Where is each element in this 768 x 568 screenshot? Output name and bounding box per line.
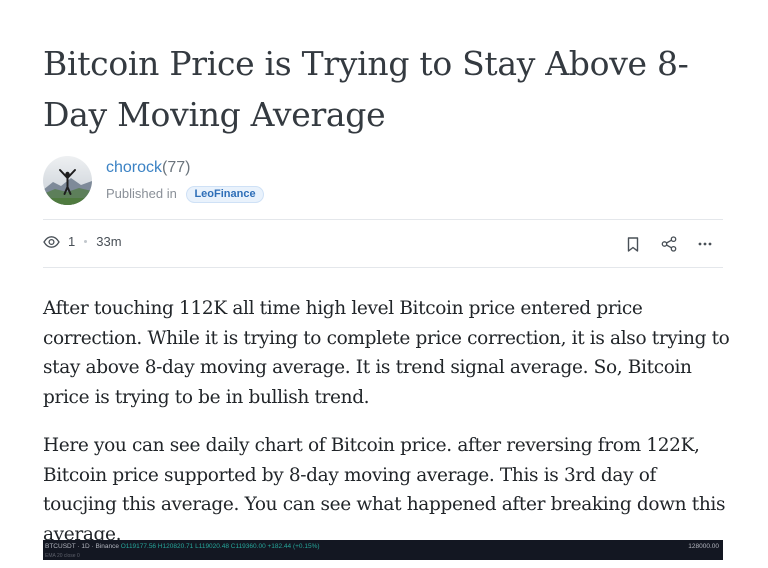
published-in: Published in LeoFinance [106, 186, 264, 203]
avatar[interactable] [43, 156, 92, 205]
chart-image[interactable]: BTCUSDT · 1D · Binance O119177.56 H12082… [43, 540, 723, 560]
post-actions [607, 234, 715, 254]
share-icon[interactable] [659, 234, 679, 254]
avatar-image [43, 156, 92, 205]
author-name[interactable]: chorock [106, 159, 163, 176]
chart-indicator-label: EMA 20 close 0 [45, 553, 80, 559]
post-meta-bar: 1 33m [43, 219, 723, 268]
community-badge[interactable]: LeoFinance [186, 186, 264, 203]
post-title: Bitcoin Price is Trying to Stay Above 8-… [43, 44, 689, 134]
published-label: Published in [106, 186, 177, 201]
chart-price-label: 128000.00 [688, 543, 719, 550]
more-icon[interactable] [695, 234, 715, 254]
separator-dot [84, 240, 88, 243]
chart-header: BTCUSDT · 1D · Binance O119177.56 H12082… [45, 543, 320, 550]
paragraph: After touching 112K all time high level … [43, 298, 730, 408]
post-body: After touching 112K all time high level … [43, 294, 733, 568]
author-reputation: (77) [162, 159, 191, 176]
chart-ohlc: O119177.56 H120820.71 L119020.48 C119360… [120, 543, 320, 550]
post-stats: 1 33m [43, 234, 122, 249]
post-age: 33m [96, 234, 122, 249]
view-count: 1 [68, 234, 76, 249]
eye-icon [43, 235, 60, 248]
author-row: chorock(77) Published in LeoFinance [43, 156, 723, 206]
chart-symbol: BTCUSDT · 1D · Binance [45, 543, 119, 550]
paragraph: Here you can see daily chart of Bitcoin … [43, 435, 726, 545]
bookmark-icon[interactable] [623, 234, 643, 254]
author-link[interactable]: chorock(77) [106, 159, 190, 177]
